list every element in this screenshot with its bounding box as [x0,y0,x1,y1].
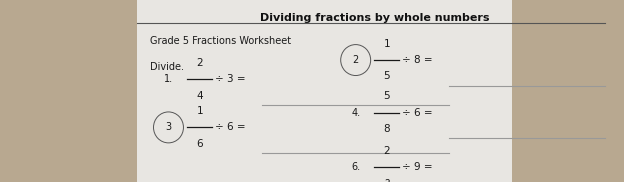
Text: 1.: 1. [164,74,173,84]
Text: Divide.: Divide. [150,62,183,72]
Text: 2: 2 [384,146,390,156]
Text: ?: ? [384,179,389,182]
Text: ÷ 6 =: ÷ 6 = [402,108,433,118]
Text: 4.: 4. [351,108,360,118]
Text: 5: 5 [384,92,390,101]
Text: ÷ 9 =: ÷ 9 = [402,163,433,172]
Text: 8: 8 [384,124,390,134]
FancyBboxPatch shape [137,0,512,182]
Text: ÷ 6 =: ÷ 6 = [215,122,246,132]
Text: 1: 1 [384,39,390,49]
Text: 4: 4 [197,91,203,100]
Text: 2: 2 [353,55,359,65]
Text: 5: 5 [384,72,390,81]
Text: 6: 6 [197,139,203,149]
Text: Grade 5 Fractions Worksheet: Grade 5 Fractions Worksheet [150,36,291,46]
Text: 3: 3 [165,122,172,132]
Text: 6.: 6. [351,163,360,172]
Text: Dividing fractions by whole numbers: Dividing fractions by whole numbers [260,13,489,23]
Text: ÷ 8 =: ÷ 8 = [402,55,433,65]
Text: 1: 1 [197,106,203,116]
Text: 2: 2 [197,58,203,68]
Text: ÷ 3 =: ÷ 3 = [215,74,246,84]
